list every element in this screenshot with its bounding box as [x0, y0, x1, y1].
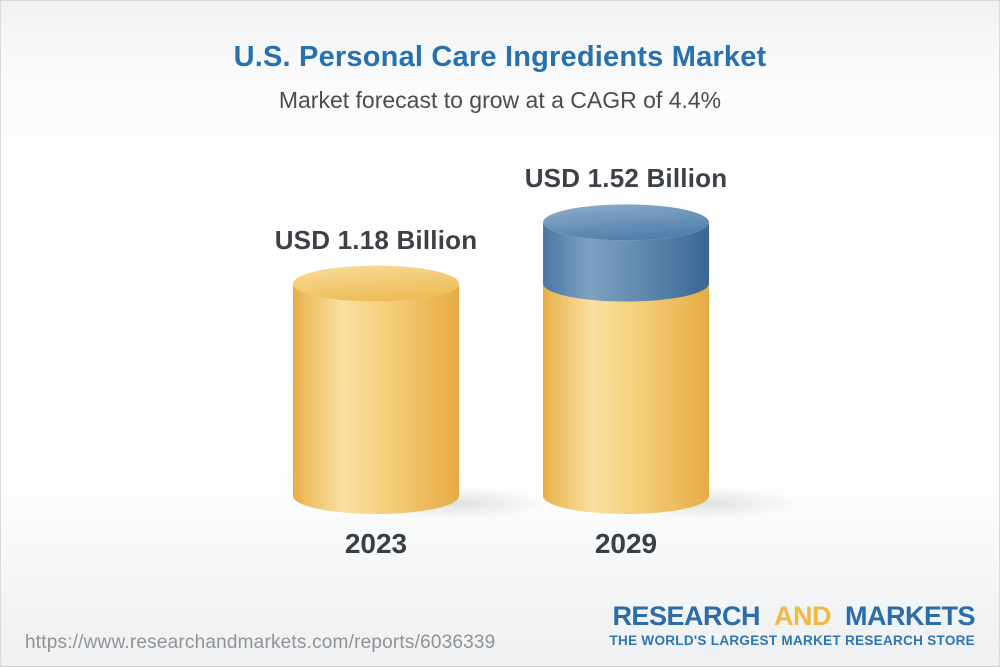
- cylinder-2023-cap: [293, 265, 459, 302]
- brand-logo-wordmark: RESEARCH AND MARKETS: [609, 600, 976, 631]
- brand-logo: RESEARCH AND MARKETS THE WORLD'S LARGEST…: [609, 600, 976, 648]
- value-label-2029: USD 1.52 Billion: [524, 163, 728, 194]
- chart-title: U.S. Personal Care Ingredients Market: [233, 41, 767, 73]
- value-label-2023: USD 1.18 Billion: [274, 224, 478, 255]
- chart-subtitle: Market forecast to grow at a CAGR of 4.4…: [278, 87, 722, 113]
- year-label-2029: 2029: [594, 528, 658, 559]
- logo-word-and: AND: [773, 600, 832, 631]
- cylinder-2029-base: [543, 283, 709, 514]
- cylinder-2029-cap: [543, 204, 709, 241]
- logo-word-research: RESEARCH: [612, 600, 760, 631]
- brand-logo-tagline: THE WORLD'S LARGEST MARKET RESEARCH STOR…: [609, 632, 975, 648]
- report-url: https://www.researchandmarkets.com/repor…: [25, 632, 496, 653]
- logo-word-markets: MARKETS: [845, 600, 976, 631]
- cylinder-2029-growth: [543, 222, 709, 302]
- year-label-2023: 2023: [344, 528, 408, 559]
- cylinder-2023-base: [293, 283, 459, 514]
